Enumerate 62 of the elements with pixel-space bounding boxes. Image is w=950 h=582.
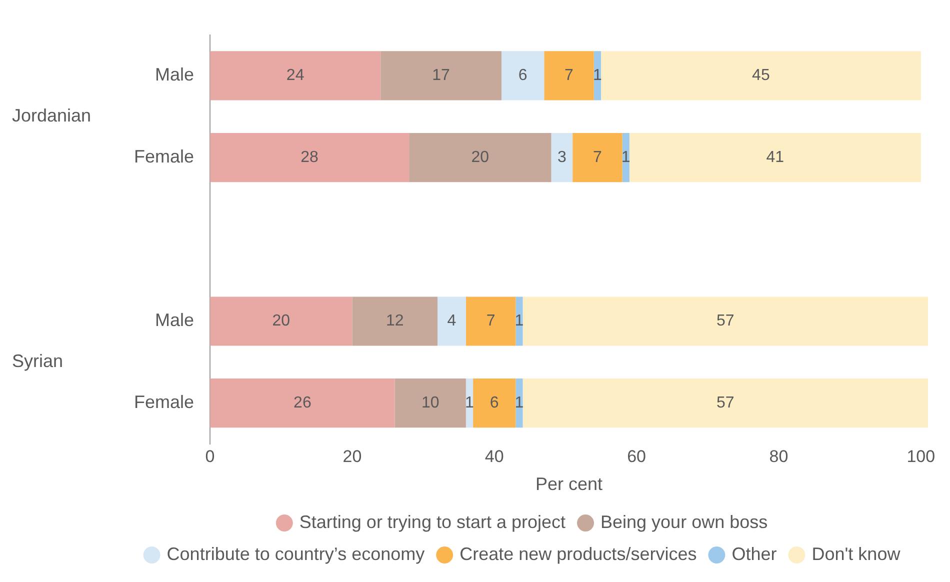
bar xyxy=(501,51,544,100)
data-label: 4 xyxy=(447,312,456,330)
data-label: 57 xyxy=(716,394,734,412)
data-label: 26 xyxy=(294,394,312,412)
bar xyxy=(629,133,921,182)
legend-label: Contribute to country’s economy xyxy=(166,544,425,564)
x-tick-label: 100 xyxy=(906,446,936,466)
y-tick-label: Female xyxy=(134,392,194,412)
bar xyxy=(522,296,928,346)
data-label: 20 xyxy=(471,148,490,166)
bar xyxy=(551,133,573,182)
bar xyxy=(380,51,502,100)
data-label: 17 xyxy=(432,67,450,84)
legend-label: Other xyxy=(732,544,777,564)
bar xyxy=(438,296,466,346)
bar xyxy=(601,51,921,100)
x-tick-label: 20 xyxy=(342,446,362,466)
bar xyxy=(352,296,438,346)
data-label: 3 xyxy=(557,148,566,166)
data-label: 20 xyxy=(272,312,290,330)
data-label: 7 xyxy=(592,148,602,166)
data-label: 24 xyxy=(286,67,304,84)
data-label: 6 xyxy=(490,394,499,412)
bar xyxy=(210,133,410,182)
data-label: 41 xyxy=(766,148,784,166)
bar xyxy=(516,378,523,428)
data-label: 7 xyxy=(486,312,496,330)
bar xyxy=(394,378,466,428)
data-label: 7 xyxy=(564,67,574,84)
data-label: 57 xyxy=(716,312,734,330)
data-label: 1 xyxy=(514,312,524,330)
text: Jordanian xyxy=(12,106,92,126)
bar xyxy=(409,133,552,182)
bar xyxy=(544,51,594,100)
data-label: 12 xyxy=(386,312,404,330)
legend-label: Don't know xyxy=(812,544,902,564)
data-label: 10 xyxy=(421,394,440,412)
text: Syrian xyxy=(12,351,64,372)
legend-label: Create new products/services xyxy=(460,544,697,564)
bar xyxy=(466,296,516,346)
bar xyxy=(210,378,395,428)
x-tick-label: 80 xyxy=(769,446,788,466)
x-tick-label: 0 xyxy=(205,446,215,466)
bar xyxy=(516,296,523,346)
data-label: 45 xyxy=(752,67,770,84)
y-tick-label: Female xyxy=(134,146,194,167)
bar xyxy=(473,378,516,428)
y-tick-label: Male xyxy=(155,310,194,330)
bar xyxy=(210,296,352,346)
bar xyxy=(572,133,622,182)
data-label: 6 xyxy=(518,67,528,84)
x-tick-label: 40 xyxy=(484,446,504,466)
x-axis-title: Per cent xyxy=(535,474,603,494)
x-tick-label: 60 xyxy=(627,446,646,466)
legend-label: Being your own boss xyxy=(600,512,768,532)
y-tick-label: Male xyxy=(155,64,194,85)
bar xyxy=(210,51,381,100)
legend-label: Starting or trying to start a project xyxy=(299,512,566,532)
bar xyxy=(522,378,928,428)
data-label: 28 xyxy=(300,148,319,166)
data-label: 1 xyxy=(621,148,630,166)
data-label: 1 xyxy=(514,394,524,412)
